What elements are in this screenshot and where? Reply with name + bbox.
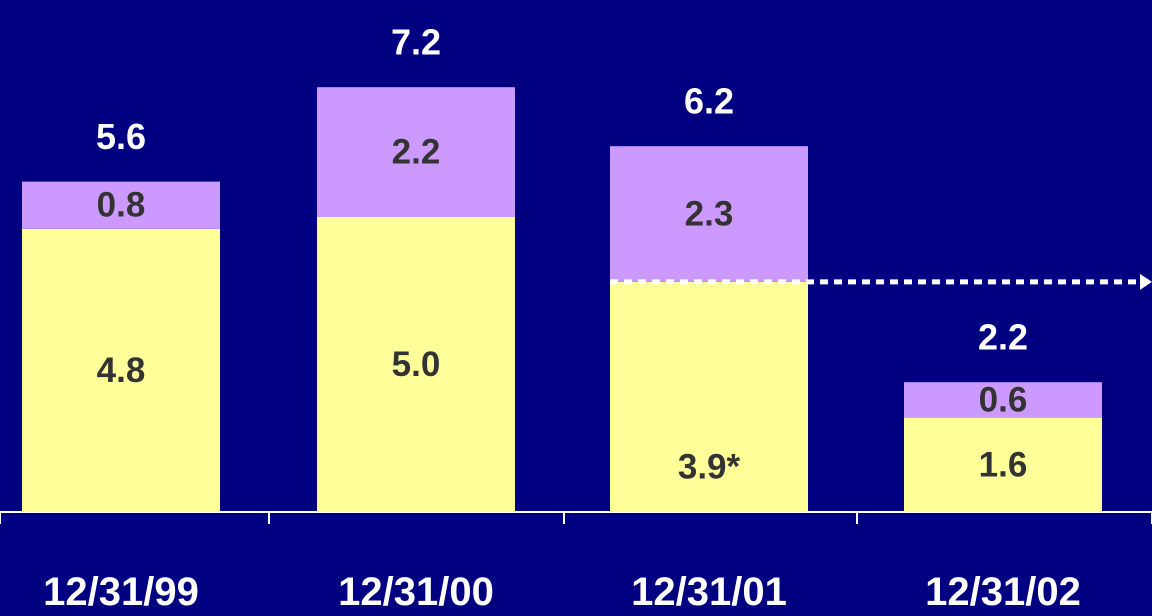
data-label-12-31-02-series-2: 0.6 <box>979 380 1028 419</box>
category-label-12-31-99: 12/31/99 <box>43 570 199 611</box>
data-label-12-31-01-series-2: 2.3 <box>685 195 734 234</box>
total-label-12-31-02: 2.2 <box>978 317 1028 358</box>
bar-12-31-99-series-1 <box>22 228 220 513</box>
data-label-12-31-99-series-2: 0.8 <box>97 186 146 225</box>
bar-12-31-02-series-2 <box>904 382 1102 418</box>
bar-12-31-01-series-2 <box>610 146 808 282</box>
data-label-12-31-02-series-1: 1.6 <box>979 445 1028 484</box>
arrow-head-icon <box>1140 273 1152 290</box>
bar-12-31-00-series-2 <box>317 87 515 217</box>
bar-12-31-02-series-1 <box>904 417 1102 512</box>
category-label-12-31-02: 12/31/02 <box>925 570 1081 611</box>
category-label-12-31-00: 12/31/00 <box>338 570 494 611</box>
data-label-12-31-00-series-2: 2.2 <box>392 133 441 172</box>
bar-12-31-00-series-1 <box>317 217 515 512</box>
bar-12-31-99-series-2 <box>22 181 220 229</box>
bar-12-31-01-series-1 <box>610 281 808 512</box>
data-label-12-31-99-series-1: 4.8 <box>97 351 146 390</box>
total-label-12-31-01: 6.2 <box>684 81 734 122</box>
category-label-12-31-01: 12/31/01 <box>631 570 787 611</box>
total-label-12-31-99: 5.6 <box>96 116 146 157</box>
data-label-12-31-01-series-1: 3.9* <box>678 447 741 486</box>
total-label-12-31-00: 7.2 <box>391 22 441 63</box>
data-label-12-31-00-series-1: 5.0 <box>392 345 441 384</box>
